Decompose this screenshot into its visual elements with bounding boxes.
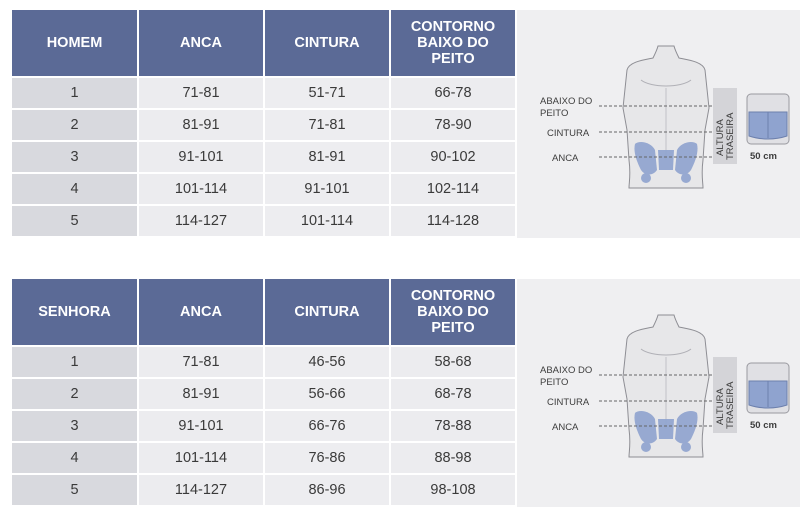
table-row: 5 114-127 101-114 114-128 [12, 206, 515, 238]
waist-cell: 86-96 [265, 475, 389, 507]
label-hip: ANCA [552, 153, 579, 164]
waist-cell: 46-56 [265, 347, 389, 379]
waist-cell: 91-101 [265, 174, 389, 206]
table-row: 4 101-114 91-101 102-114 [12, 174, 515, 206]
size-cell: 4 [12, 443, 137, 475]
header-waist: CINTURA [265, 279, 389, 347]
header-underbust-label: CONTORNO BAIXO DO PEITO [410, 19, 496, 67]
header-waist: CINTURA [265, 10, 389, 78]
header-underbust: CONTORNO BAIXO DO PEITO [391, 10, 515, 78]
underbust-cell: 98-108 [391, 475, 515, 507]
size-cell: 3 [12, 411, 137, 443]
hip-cell: 101-114 [139, 174, 263, 206]
underbust-cell: 102-114 [391, 174, 515, 206]
table-row: 3 91-101 81-91 90-102 [12, 142, 515, 174]
size-cell: 1 [12, 78, 137, 110]
table-row: 4 101-114 76-86 88-98 [12, 443, 515, 475]
hip-cell: 81-91 [139, 110, 263, 142]
waist-cell: 66-76 [265, 411, 389, 443]
female-torso-illustration: ABAIXO DO PEITO CINTURA ANCA ALTURA TRAS… [540, 314, 790, 458]
table-row: 2 81-91 56-66 68-78 [12, 379, 515, 411]
hip-cell: 114-127 [139, 206, 263, 238]
table-row: 3 91-101 66-76 78-88 [12, 411, 515, 443]
table-row: 1 71-81 46-56 58-68 [12, 347, 515, 379]
underbust-cell: 58-68 [391, 347, 515, 379]
back-height-tag [713, 88, 737, 164]
women-measurement-figure: ABAIXO DO PEITO CINTURA ANCA ALTURA TRAS… [517, 279, 800, 507]
size-cell: 3 [12, 142, 137, 174]
underbust-cell: 68-78 [391, 379, 515, 411]
label-waist: CINTURA [547, 128, 590, 139]
back-height-label-1: ALTURA [715, 388, 726, 425]
label-underbust-1: ABAIXO DO [540, 365, 592, 376]
label-hip: ANCA [552, 422, 579, 433]
hip-cell: 91-101 [139, 411, 263, 443]
header-gender: SENHORA [12, 279, 137, 347]
underbust-cell: 66-78 [391, 78, 515, 110]
size-cell: 2 [12, 379, 137, 411]
belt-height-label: 50 cm [750, 151, 777, 162]
male-torso-illustration: ABAIXO DO PEITO CINTURA ANCA ALTURA TRAS… [540, 45, 790, 189]
waist-cell: 71-81 [265, 110, 389, 142]
hip-cell: 114-127 [139, 475, 263, 507]
hip-cell: 81-91 [139, 379, 263, 411]
hip-cell: 91-101 [139, 142, 263, 174]
underbust-cell: 90-102 [391, 142, 515, 174]
waist-cell: 76-86 [265, 443, 389, 475]
header-underbust: CONTORNO BAIXO DO PEITO [391, 279, 515, 347]
belt-height-label: 50 cm [750, 420, 777, 431]
hip-cell: 71-81 [139, 347, 263, 379]
men-size-table: HOMEM ANCA CINTURA CONTORNO BAIXO DO PEI… [10, 10, 517, 238]
table-header-row: SENHORA ANCA CINTURA CONTORNO BAIXO DO P… [12, 279, 515, 347]
waist-cell: 56-66 [265, 379, 389, 411]
back-belt-icon [746, 362, 790, 414]
label-underbust-1: ABAIXO DO [540, 96, 592, 107]
pelvis-icon [634, 411, 698, 452]
table-row: 1 71-81 51-71 66-78 [12, 78, 515, 110]
size-cell: 1 [12, 347, 137, 379]
label-underbust-2: PEITO [540, 108, 568, 119]
back-height-label-2: TRASEIRA [725, 112, 736, 160]
underbust-cell: 114-128 [391, 206, 515, 238]
size-cell: 5 [12, 206, 137, 238]
waist-cell: 101-114 [265, 206, 389, 238]
back-belt-icon [746, 93, 790, 145]
header-hip: ANCA [139, 279, 263, 347]
back-height-tag [713, 357, 737, 433]
hip-cell: 101-114 [139, 443, 263, 475]
label-waist: CINTURA [547, 397, 590, 408]
underbust-cell: 78-88 [391, 411, 515, 443]
hip-cell: 71-81 [139, 78, 263, 110]
header-gender: HOMEM [12, 10, 137, 78]
size-cell: 2 [12, 110, 137, 142]
size-cell: 4 [12, 174, 137, 206]
underbust-cell: 88-98 [391, 443, 515, 475]
men-measurement-figure: ABAIXO DO PEITO CINTURA ANCA ALTURA TRAS… [517, 10, 800, 238]
back-height-label-1: ALTURA [715, 119, 726, 156]
underbust-cell: 78-90 [391, 110, 515, 142]
size-cell: 5 [12, 475, 137, 507]
table-row: 2 81-91 71-81 78-90 [12, 110, 515, 142]
table-row: 5 114-127 86-96 98-108 [12, 475, 515, 507]
women-size-table: SENHORA ANCA CINTURA CONTORNO BAIXO DO P… [10, 279, 517, 507]
waist-cell: 81-91 [265, 142, 389, 174]
label-underbust-2: PEITO [540, 377, 568, 388]
header-underbust-label: CONTORNO BAIXO DO PEITO [410, 288, 496, 336]
header-hip: ANCA [139, 10, 263, 78]
back-height-label-2: TRASEIRA [725, 381, 736, 429]
table-header-row: HOMEM ANCA CINTURA CONTORNO BAIXO DO PEI… [12, 10, 515, 78]
pelvis-icon [634, 142, 698, 183]
waist-cell: 51-71 [265, 78, 389, 110]
